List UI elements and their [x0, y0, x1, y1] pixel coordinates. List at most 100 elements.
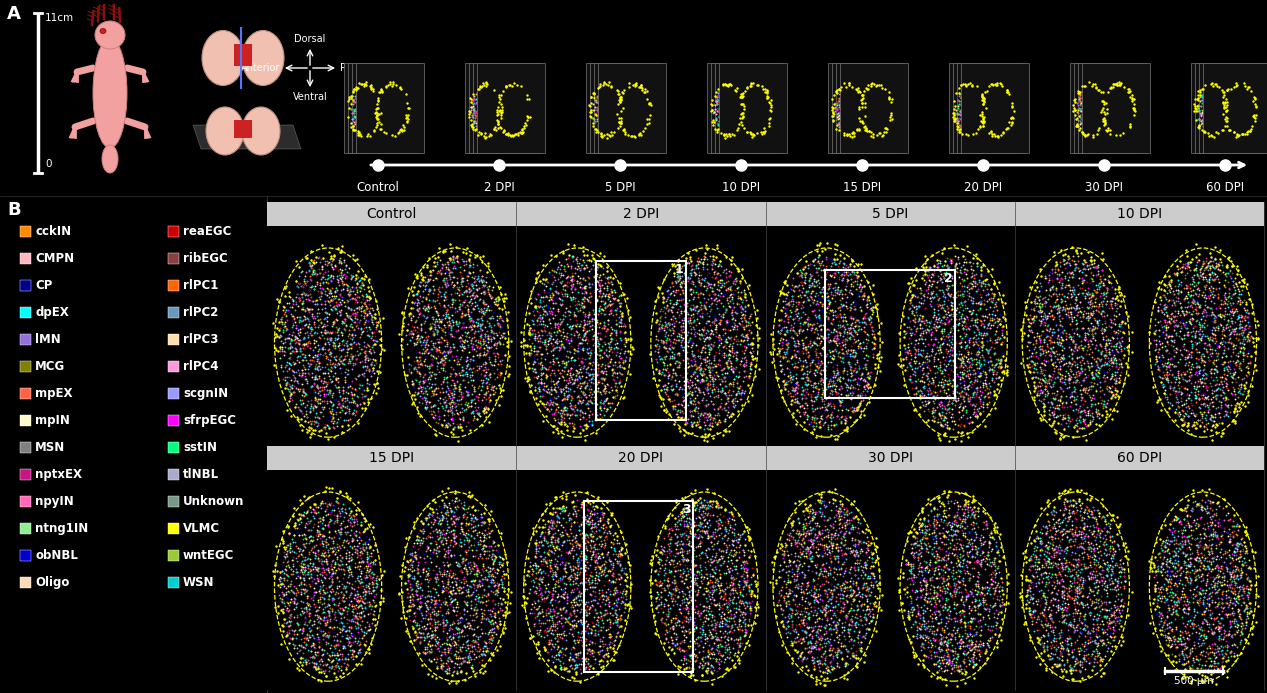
Point — [1195, 116, 1215, 128]
Point — [372, 116, 393, 128]
Point — [328, 293, 348, 304]
Point — [854, 389, 874, 401]
Point — [566, 278, 587, 289]
Point — [1238, 103, 1258, 114]
Point — [347, 277, 367, 288]
Point — [848, 111, 868, 122]
Point — [351, 85, 371, 96]
Point — [1064, 572, 1085, 583]
Point — [1180, 364, 1200, 375]
Point — [1206, 354, 1226, 365]
Point — [1073, 254, 1093, 265]
Point — [1114, 326, 1134, 337]
Point — [422, 632, 442, 643]
Point — [559, 509, 579, 520]
Point — [769, 327, 789, 338]
Point — [352, 556, 372, 567]
Point — [411, 534, 431, 545]
Point — [991, 354, 1011, 365]
Point — [706, 633, 726, 644]
Point — [1226, 540, 1247, 551]
Point — [655, 563, 675, 574]
Point — [1116, 98, 1136, 109]
Point — [651, 547, 672, 559]
Point — [277, 359, 298, 370]
Point — [816, 501, 836, 512]
Point — [580, 402, 601, 413]
Point — [678, 613, 698, 624]
Point — [922, 405, 943, 416]
Point — [716, 358, 736, 369]
Point — [614, 574, 635, 586]
Point — [1187, 415, 1207, 426]
Point — [571, 367, 592, 378]
Point — [286, 629, 307, 640]
Point — [967, 313, 987, 324]
Point — [460, 335, 480, 346]
Point — [1036, 385, 1057, 396]
Point — [1121, 96, 1142, 107]
Point — [1219, 125, 1239, 136]
Point — [437, 608, 457, 619]
Point — [513, 90, 533, 101]
Point — [1031, 535, 1052, 546]
Point — [313, 625, 333, 636]
Point — [283, 365, 303, 376]
Point — [978, 105, 998, 116]
Point — [421, 548, 441, 559]
Point — [1025, 550, 1045, 561]
Point — [713, 130, 734, 141]
Point — [451, 312, 471, 323]
Point — [840, 322, 860, 333]
Point — [820, 658, 840, 669]
Point — [1104, 98, 1124, 109]
Point — [721, 125, 741, 137]
Point — [803, 281, 824, 292]
Point — [550, 631, 570, 642]
Point — [1054, 552, 1074, 563]
Point — [598, 271, 618, 282]
Point — [466, 290, 487, 301]
Point — [1028, 358, 1048, 369]
Point — [696, 563, 716, 574]
Point — [1185, 320, 1205, 331]
Point — [1209, 418, 1229, 429]
Point — [361, 116, 381, 127]
Point — [1058, 562, 1078, 573]
Point — [811, 488, 831, 499]
Point — [707, 104, 727, 115]
Point — [661, 631, 682, 642]
Point — [1029, 306, 1049, 317]
Point — [1017, 594, 1038, 605]
Point — [471, 324, 492, 335]
Point — [623, 116, 644, 128]
Point — [972, 277, 992, 288]
Point — [1213, 359, 1233, 370]
Point — [1026, 596, 1047, 607]
Point — [388, 121, 408, 132]
Point — [760, 99, 780, 110]
Point — [606, 583, 626, 594]
Point — [495, 129, 516, 140]
Point — [910, 561, 930, 572]
Point — [729, 387, 749, 398]
Point — [672, 559, 692, 570]
Point — [551, 617, 571, 629]
Point — [825, 515, 845, 526]
Point — [549, 417, 569, 428]
Point — [1153, 290, 1173, 301]
Point — [981, 89, 1001, 100]
Point — [275, 341, 295, 352]
Point — [323, 500, 343, 511]
Point — [917, 597, 938, 608]
Point — [559, 372, 579, 383]
Bar — [516, 202, 765, 446]
Point — [364, 556, 384, 568]
Point — [366, 582, 386, 593]
Point — [995, 90, 1015, 101]
Point — [547, 288, 568, 299]
Point — [710, 105, 730, 116]
Point — [753, 91, 773, 102]
Point — [574, 617, 594, 628]
Point — [544, 357, 564, 368]
